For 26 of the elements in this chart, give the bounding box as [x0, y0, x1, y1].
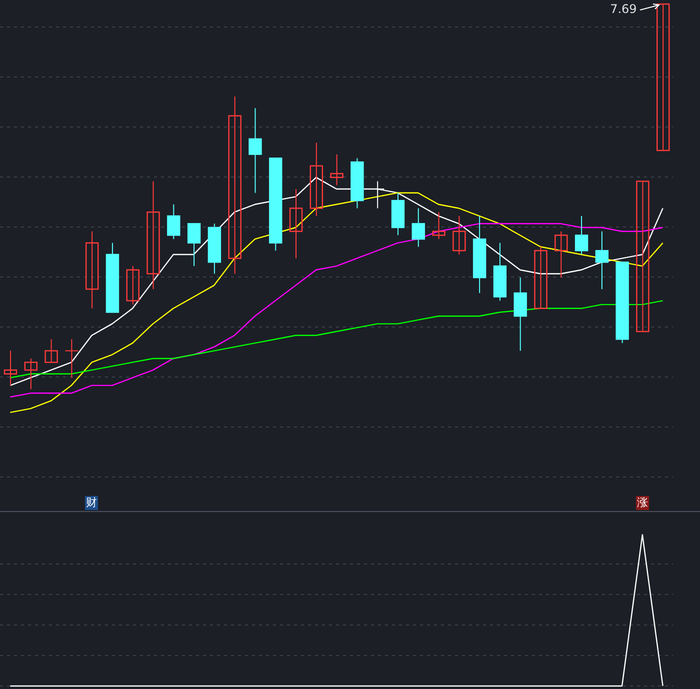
candlestick [330, 154, 344, 186]
candlestick [126, 266, 140, 306]
candlestick [187, 223, 201, 267]
candlestick [534, 246, 548, 310]
candlestick [514, 277, 527, 352]
candlestick [289, 188, 303, 259]
candlestick [574, 215, 588, 255]
annotation: 7.69 [610, 2, 637, 16]
candlestick [248, 108, 262, 194]
candlestick [24, 358, 38, 390]
text: 财 [85, 496, 98, 510]
candlestick [412, 208, 425, 248]
text: 涨 [636, 496, 649, 510]
candlestick [4, 350, 18, 386]
candlestick [595, 230, 609, 290]
candlestick [228, 96, 242, 274]
candlestick [432, 212, 446, 240]
candlestick [452, 215, 466, 255]
candlestick [85, 230, 99, 309]
candlestick [636, 180, 650, 332]
candlestick [64, 338, 79, 378]
candlestick [310, 142, 324, 216]
candlestick [554, 230, 568, 278]
candlestick [44, 338, 58, 363]
candlestick [146, 180, 160, 290]
candlestick [167, 204, 180, 240]
